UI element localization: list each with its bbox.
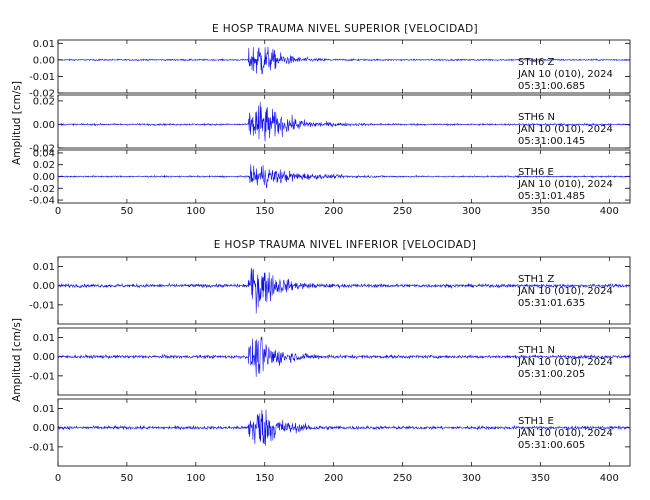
date-label: JAN 10 (010), 2024	[517, 357, 613, 368]
time-label: 05:31:01.485	[518, 191, 585, 202]
chart-title: E HOSP TRAUMA NIVEL INFERIOR [VELOCIDAD]	[214, 239, 476, 251]
x-tick-label: 200	[324, 473, 343, 484]
panel-frame	[57, 327, 631, 396]
waveform-line	[57, 46, 631, 75]
y-tick-label: 0.02	[33, 160, 55, 171]
y-tick-label: 0.01	[33, 404, 55, 415]
panel-frame	[57, 398, 631, 467]
date-label: JAN 10 (010), 2024	[517, 69, 613, 80]
chart-superior: E HOSP TRAUMA NIVEL SUPERIOR [VELOCIDAD]…	[11, 23, 631, 217]
y-tick-label: -0.01	[29, 371, 55, 382]
time-label: 05:31:00.605	[518, 440, 585, 451]
x-tick-label: 400	[600, 473, 619, 484]
x-tick-label: 100	[186, 206, 205, 217]
x-tick-label: 400	[600, 206, 619, 217]
y-tick-label: -0.01	[29, 442, 55, 453]
panel-frame	[57, 94, 631, 149]
y-tick-label: -0.01	[29, 72, 55, 83]
date-label: JAN 10 (010), 2024	[517, 428, 613, 439]
y-tick-label: -0.02	[29, 184, 55, 195]
x-tick-label: 0	[55, 206, 61, 217]
x-tick-label: 200	[324, 206, 343, 217]
y-tick-label: 0.00	[33, 281, 55, 292]
station-label: STH6 Z	[518, 57, 555, 68]
x-tick-label: 150	[255, 473, 274, 484]
date-label: JAN 10 (010), 2024	[517, 286, 613, 297]
waveform-line	[57, 101, 631, 142]
x-tick-label: 50	[121, 473, 134, 484]
date-label: JAN 10 (010), 2024	[517, 124, 613, 135]
x-tick-label: 250	[393, 206, 412, 217]
y-tick-label: 0.00	[33, 423, 55, 434]
y-tick-label: 0.01	[33, 333, 55, 344]
y-tick-label: 0.00	[33, 172, 55, 183]
y-tick-label: -0.02	[29, 144, 55, 155]
x-tick-label: 100	[186, 473, 205, 484]
station-label: STH1 Z	[518, 274, 555, 285]
time-label: 05:31:00.145	[518, 136, 585, 147]
station-label: STH6 N	[518, 112, 555, 123]
x-tick-label: 300	[462, 206, 481, 217]
time-label: 05:31:01.635	[518, 298, 585, 309]
x-tick-label: 0	[55, 473, 61, 484]
y-tick-label: 0.00	[33, 352, 55, 363]
x-tick-label: 300	[462, 473, 481, 484]
panel-frame	[57, 256, 631, 325]
y-tick-label: 0.04	[33, 148, 55, 159]
chart-inferior: E HOSP TRAUMA NIVEL INFERIOR [VELOCIDAD]…	[11, 239, 631, 484]
waveform-line	[57, 409, 631, 446]
x-tick-label: 50	[121, 206, 134, 217]
y-axis-label: Amplitud [cm/s]	[11, 81, 23, 165]
x-tick-label: 150	[255, 206, 274, 217]
y-tick-label: 0.01	[33, 39, 55, 50]
chart-title: E HOSP TRAUMA NIVEL SUPERIOR [VELOCIDAD]	[212, 23, 478, 35]
time-label: 05:31:00.685	[518, 81, 585, 92]
station-label: STH6 E	[518, 167, 554, 178]
x-tick-label: 350	[531, 206, 550, 217]
station-label: STH1 N	[518, 345, 555, 356]
x-tick-label: 250	[393, 473, 412, 484]
date-label: JAN 10 (010), 2024	[517, 179, 613, 190]
y-axis-label: Amplitud [cm/s]	[11, 318, 23, 402]
y-tick-label: 0.00	[33, 120, 55, 131]
y-tick-label: -0.02	[29, 89, 55, 100]
y-tick-label: 0.02	[33, 96, 55, 107]
y-tick-label: 0.01	[33, 262, 55, 273]
y-tick-label: -0.01	[29, 300, 55, 311]
waveform-line	[57, 336, 631, 377]
x-tick-label: 350	[531, 473, 550, 484]
waveform-line	[57, 164, 631, 189]
station-label: STH1 E	[518, 416, 554, 427]
y-tick-label: -0.04	[29, 196, 55, 207]
y-tick-label: 0.00	[33, 55, 55, 66]
waveform-line	[57, 267, 631, 314]
panel-frame	[57, 39, 631, 94]
time-label: 05:31:00.205	[518, 369, 585, 380]
